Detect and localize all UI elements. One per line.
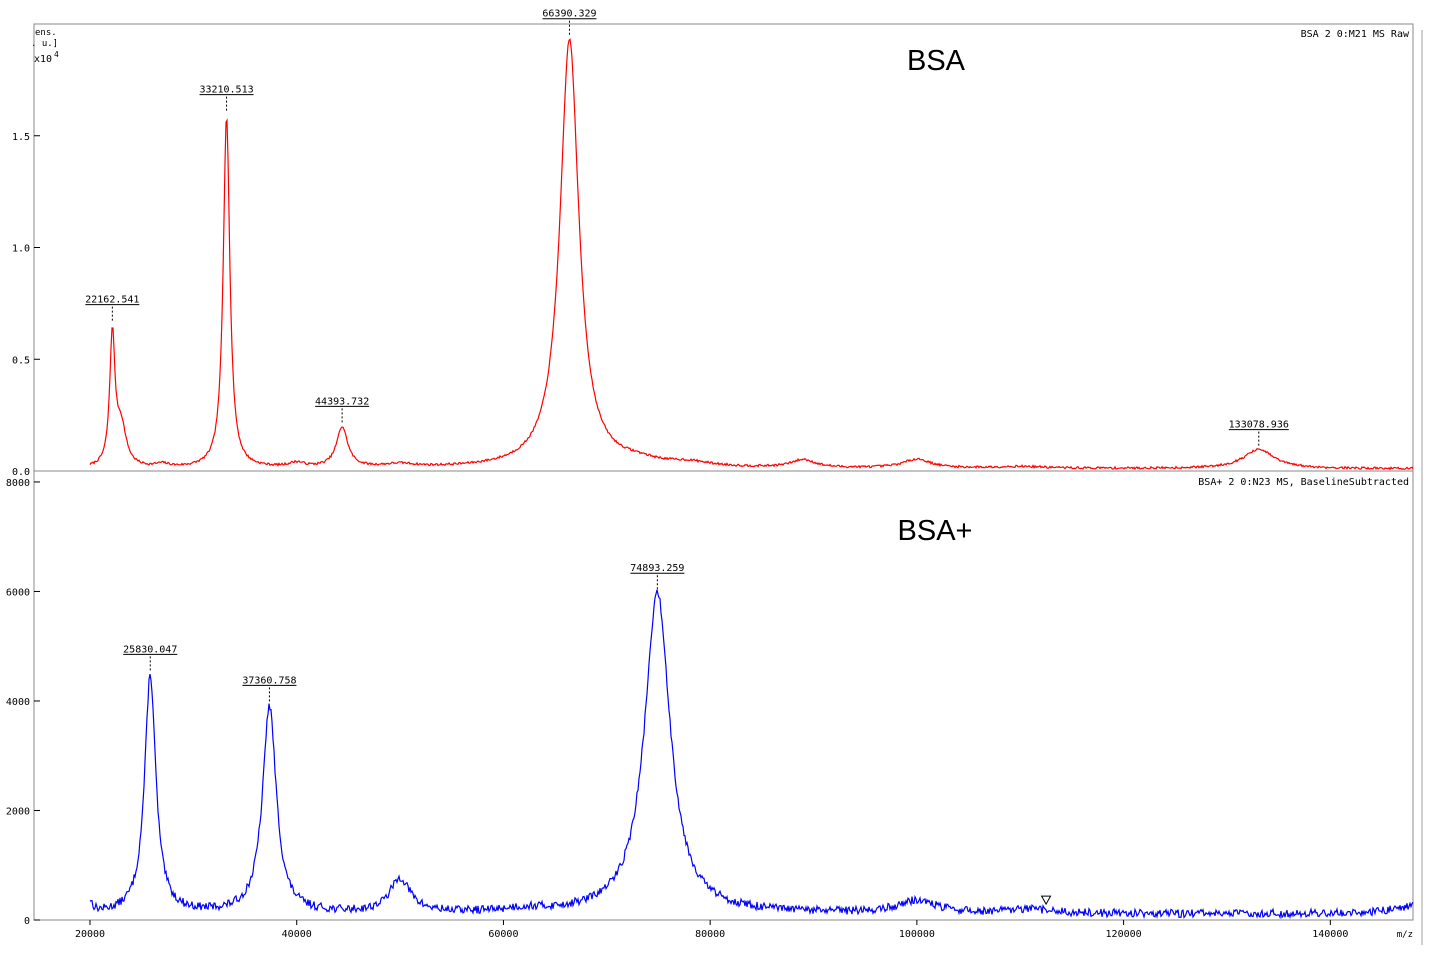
triangle-marker-icon <box>1040 895 1052 906</box>
peak-label: 25830.047 <box>123 644 177 655</box>
x-tick-label: 80000 <box>695 929 725 940</box>
y-tick-label: 2000 <box>6 806 30 817</box>
y-tick-label: 1.0 <box>12 244 30 255</box>
peak-label: 66390.329 <box>542 9 596 20</box>
bsa-plus-spectrum-trace <box>89 589 1414 920</box>
y-tick-label: 0.5 <box>12 355 30 366</box>
peak-label: 33210.513 <box>199 85 253 96</box>
bsa-y-axis: 0.0 0.5 1.0 1.5 <box>12 132 40 478</box>
peak-label: 37360.758 <box>242 675 296 686</box>
bsa-sample-label: BSA <box>907 45 966 77</box>
bsa-plus-panel-frame <box>33 470 1414 921</box>
x-tick-label: 40000 <box>282 929 312 940</box>
x-axis: 20000 40000 60000 80000 100000 120000 140000 <box>75 920 1348 940</box>
y-tick-label: 1.5 <box>12 132 30 143</box>
y-tick-label: 6000 <box>6 587 30 598</box>
bsa-info-text: BSA 2 0:M21 MS Raw <box>1301 29 1410 40</box>
bsa-peak-labels: 22162.541 33210.513 44393.732 66390.329 1330… <box>85 9 1289 448</box>
bsa-plus-peak-labels: 25830.047 37360.758 74893.259 <box>123 563 684 704</box>
peak-label: 22162.541 <box>85 295 139 306</box>
x-tick-label: 20000 <box>75 929 105 940</box>
y-unit-line-1: ens. <box>35 28 57 38</box>
y-tick-label: 0.0 <box>12 467 30 478</box>
y-tick-label: 8000 <box>6 478 30 489</box>
bsa-plus-sample-label: BSA+ <box>898 515 973 547</box>
peak-label: 133078.936 <box>1229 420 1289 431</box>
x-tick-label: 140000 <box>1312 929 1348 940</box>
bsa-plus-y-axis: 0 2000 4000 6000 8000 <box>6 478 40 927</box>
bsa-spectrum-panel: 0.0 0.5 1.0 1.5 22162.541 33210.513 44393.732… <box>12 9 1414 478</box>
x-tick-label: 100000 <box>899 929 935 940</box>
y-unit-exponent: 4 <box>54 50 59 59</box>
peak-label: 74893.259 <box>630 563 684 574</box>
y-tick-label: 0 <box>24 916 30 927</box>
bsa-plus-spectrum-panel: 0 2000 4000 6000 8000 20000 40000 60000 80000 10… <box>6 470 1414 940</box>
y-tick-label: 4000 <box>6 697 30 708</box>
y-unit-line-3: x10 <box>34 54 52 65</box>
y-unit-line-2: . u.] <box>31 39 58 49</box>
x-tick-label: 60000 <box>488 929 518 940</box>
bsa-spectrum-trace <box>89 37 1414 471</box>
bsa-plus-info-text: BSA+ 2 0:N23 MS, BaselineSubtracted <box>1198 477 1409 488</box>
x-tick-label: 120000 <box>1106 929 1142 940</box>
x-axis-label: m/z <box>1397 930 1413 940</box>
bsa-y-unit-label: ens. . u.] x10 4 <box>31 28 59 65</box>
peak-label: 44393.732 <box>315 396 369 407</box>
